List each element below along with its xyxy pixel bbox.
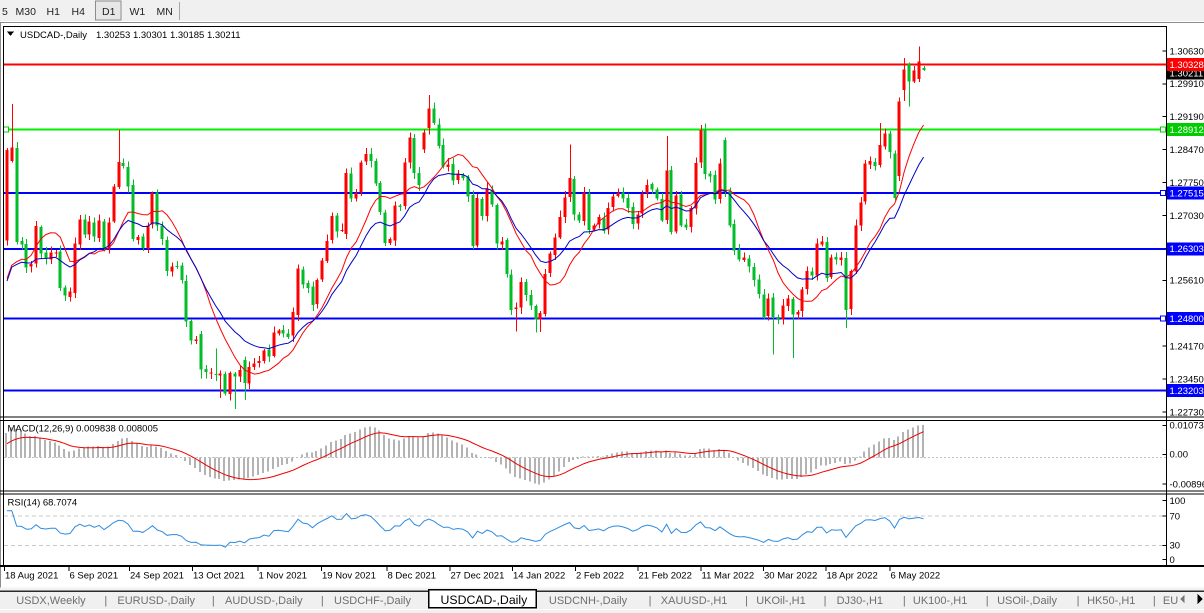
svg-text:1.27515: 1.27515 — [1170, 189, 1204, 200]
svg-text:1.29190: 1.29190 — [1170, 112, 1204, 123]
svg-text:1.26303: 1.26303 — [1170, 244, 1204, 255]
svg-text:|: | — [986, 595, 989, 607]
svg-text:1.27750: 1.27750 — [1170, 178, 1204, 189]
svg-text:1.27030: 1.27030 — [1170, 211, 1204, 222]
svg-text:USDCAD-,Daily: USDCAD-,Daily — [441, 593, 529, 607]
svg-text:|: | — [1077, 595, 1080, 607]
svg-text:|: | — [745, 595, 748, 607]
svg-text:|: | — [321, 595, 324, 607]
svg-text:|: | — [1153, 595, 1156, 607]
svg-text:1.29910: 1.29910 — [1170, 79, 1204, 90]
svg-text:6 May 2022: 6 May 2022 — [891, 571, 941, 582]
svg-text:18 Apr 2022: 18 Apr 2022 — [827, 571, 878, 582]
svg-text:UKOil-,H1: UKOil-,H1 — [756, 595, 806, 607]
svg-text:1 Nov 2021: 1 Nov 2021 — [259, 571, 308, 582]
svg-text:EURUSD-,Daily: EURUSD-,Daily — [117, 595, 195, 607]
svg-text:1.24170: 1.24170 — [1170, 342, 1204, 353]
svg-text:1.23203: 1.23203 — [1170, 386, 1204, 397]
svg-text:0.00: 0.00 — [1170, 450, 1189, 461]
svg-text:EU: EU — [1163, 595, 1178, 607]
svg-text:USDCNH-,Daily: USDCNH-,Daily — [549, 595, 628, 607]
svg-text:H4: H4 — [72, 6, 86, 18]
svg-text:2 Feb 2022: 2 Feb 2022 — [576, 571, 624, 582]
svg-text:M30: M30 — [16, 6, 37, 18]
svg-text:AUDUSD-,Daily: AUDUSD-,Daily — [225, 595, 303, 607]
svg-text:|: | — [649, 595, 652, 607]
svg-text:1.28470: 1.28470 — [1170, 145, 1204, 156]
svg-text:1.22730: 1.22730 — [1170, 407, 1204, 418]
svg-text:27 Dec 2021: 27 Dec 2021 — [451, 571, 505, 582]
svg-text:USDCAD-,Daily: USDCAD-,Daily — [20, 30, 87, 41]
svg-text:1.30211: 1.30211 — [1170, 68, 1204, 79]
svg-text:1.24800: 1.24800 — [1170, 314, 1204, 325]
svg-text:100: 100 — [1170, 496, 1186, 507]
svg-text:|: | — [212, 595, 215, 607]
svg-text:XAUUSD-,H1: XAUUSD-,H1 — [661, 595, 728, 607]
svg-text:1.25610: 1.25610 — [1170, 276, 1204, 287]
svg-text:|: | — [903, 595, 906, 607]
svg-text:-0.00896: -0.00896 — [1170, 480, 1204, 491]
svg-text:21 Feb 2022: 21 Feb 2022 — [639, 571, 692, 582]
svg-text:0.01073: 0.01073 — [1170, 421, 1204, 432]
svg-text:H1: H1 — [47, 6, 61, 18]
svg-text:UK100-,H1: UK100-,H1 — [913, 595, 967, 607]
svg-text:1.23450: 1.23450 — [1170, 374, 1204, 385]
svg-text:1.28912: 1.28912 — [1170, 125, 1204, 136]
svg-text:70: 70 — [1170, 512, 1181, 523]
svg-text:1.30253 1.30301 1.30185 1.3021: 1.30253 1.30301 1.30185 1.30211 — [96, 30, 241, 41]
svg-text:|: | — [824, 595, 827, 607]
svg-text:DJ30-,H1: DJ30-,H1 — [837, 595, 883, 607]
svg-text:MN: MN — [157, 6, 173, 18]
svg-text:HK50-,H1: HK50-,H1 — [1087, 595, 1135, 607]
svg-text:RSI(14) 68.7074: RSI(14) 68.7074 — [8, 498, 78, 509]
svg-text:D1: D1 — [102, 6, 116, 18]
svg-text:30 Mar 2022: 30 Mar 2022 — [764, 571, 817, 582]
svg-text:USOil-,Daily: USOil-,Daily — [997, 595, 1057, 607]
svg-text:6 Sep 2021: 6 Sep 2021 — [70, 571, 119, 582]
svg-text:11 Mar 2022: 11 Mar 2022 — [702, 571, 755, 582]
svg-text:|: | — [104, 595, 107, 607]
svg-text:24 Sep 2021: 24 Sep 2021 — [130, 571, 184, 582]
svg-text:MACD(12,26,9) 0.009838 0.00800: MACD(12,26,9) 0.009838 0.008005 — [8, 424, 159, 435]
svg-text:13 Oct 2021: 13 Oct 2021 — [193, 571, 245, 582]
svg-text:USDCHF-,Daily: USDCHF-,Daily — [334, 595, 412, 607]
svg-text:1.30328: 1.30328 — [1170, 60, 1204, 71]
svg-text:8 Dec 2021: 8 Dec 2021 — [388, 571, 437, 582]
svg-text:19 Nov 2021: 19 Nov 2021 — [322, 571, 376, 582]
svg-text:30: 30 — [1170, 541, 1181, 552]
svg-text:0: 0 — [1170, 555, 1175, 566]
svg-text:5: 5 — [2, 6, 8, 18]
svg-text:W1: W1 — [130, 6, 146, 18]
svg-text:USDX,Weekly: USDX,Weekly — [16, 595, 86, 607]
svg-text:1.30630: 1.30630 — [1170, 46, 1204, 57]
svg-text:14 Jan 2022: 14 Jan 2022 — [513, 571, 565, 582]
svg-text:18 Aug 2021: 18 Aug 2021 — [5, 571, 58, 582]
